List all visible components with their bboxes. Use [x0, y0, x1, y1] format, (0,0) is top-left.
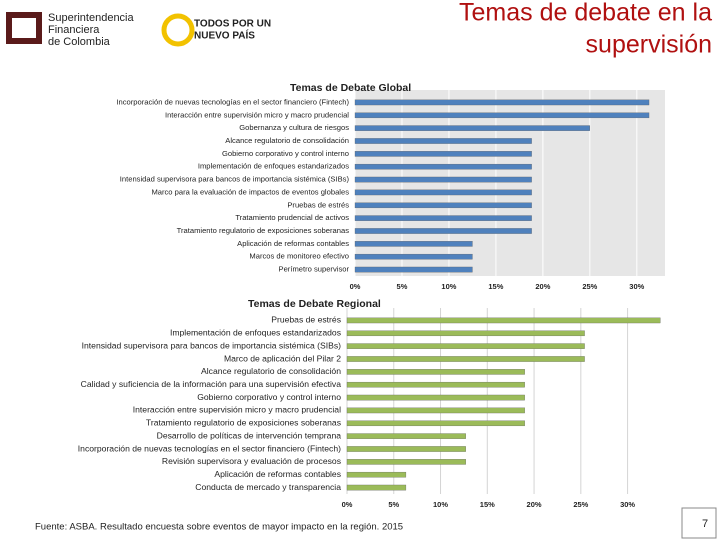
y-tick-label: Gobierno corporativo y control interno	[197, 392, 341, 402]
y-tick-label: Marco de aplicación del Pilar 2	[224, 353, 341, 363]
bar	[346, 394, 525, 401]
logo-text: de Colombia	[48, 36, 111, 48]
y-tick-label: Intensidad supervisora para bancos de im…	[120, 175, 350, 184]
y-tick-label: Pruebas de estrés	[287, 200, 349, 209]
y-tick-label: Interacción entre supervisión micro y ma…	[165, 110, 349, 119]
bar	[346, 471, 407, 478]
page-box	[681, 507, 717, 539]
bar	[354, 228, 532, 234]
y-tick-label: Alcance regulatorio de consolidación	[225, 136, 349, 145]
y-tick-label: Tratamiento regulatorio de exposiciones …	[146, 418, 341, 428]
x-tick-label: 0%	[342, 500, 353, 509]
bar	[354, 138, 532, 144]
page-number: 7	[702, 518, 708, 530]
y-tick-label: Interacción entre supervisión micro y ma…	[133, 405, 341, 415]
y-tick-label: Revisión supervisora y evaluación de pro…	[162, 456, 341, 466]
logo-text: Superintendencia	[48, 12, 135, 24]
y-tick-label: Incorporación de nuevas tecnologías en e…	[78, 443, 341, 453]
x-tick-label: 30%	[620, 500, 635, 509]
slide-title: Temas de debate en la	[459, 0, 712, 27]
x-tick-label: 20%	[535, 282, 550, 291]
logo-mark-inner	[12, 18, 36, 38]
x-tick-label: 10%	[433, 500, 448, 509]
x-tick-label: 25%	[573, 500, 588, 509]
logo-text: NUEVO PAÍS	[194, 29, 255, 42]
x-tick-label: 30%	[629, 282, 644, 291]
y-tick-label: Pruebas de estrés	[271, 315, 341, 325]
y-tick-label: Gobierno corporativo y control interno	[222, 149, 349, 158]
bar	[354, 112, 650, 119]
bar	[354, 202, 532, 209]
bar	[346, 356, 585, 362]
bar	[346, 330, 585, 337]
logo-text: Financiera	[48, 24, 100, 36]
x-tick-label: 20%	[527, 500, 542, 509]
bar	[354, 163, 532, 170]
y-tick-label: Intensidad supervisora para bancos de im…	[82, 340, 342, 350]
bar	[354, 241, 473, 247]
chart-title: Temas de Debate Global	[290, 82, 411, 94]
y-tick-label: Perímetro supervisor	[279, 265, 350, 274]
bar	[346, 407, 525, 414]
bar	[354, 266, 473, 273]
y-tick-label: Alcance regulatorio de consolidación	[201, 366, 341, 376]
x-tick-label: 15%	[480, 500, 495, 509]
bar	[354, 176, 532, 183]
x-tick-label: 25%	[582, 282, 597, 291]
bar	[346, 381, 525, 388]
bar	[346, 369, 525, 375]
x-tick-label: 0%	[350, 282, 361, 291]
y-tick-label: Implementación de enfoques estandarizado…	[198, 162, 349, 171]
y-tick-label: Gobernanza y cultura de riesgos	[239, 123, 349, 132]
x-tick-label: 5%	[397, 282, 408, 291]
logo-text: TODOS POR UN	[194, 19, 271, 30]
x-tick-label: 5%	[388, 500, 399, 509]
y-tick-label: Marco para la evaluación de impactos de …	[151, 187, 349, 196]
logo-icon	[161, 13, 195, 47]
y-tick-label: Conducta de mercado y transparencia	[195, 482, 341, 492]
bar	[346, 484, 407, 491]
bar	[346, 343, 585, 349]
x-tick-label: 10%	[441, 282, 456, 291]
y-tick-label: Tratamiento prudencial de activos	[235, 213, 349, 222]
bar	[346, 420, 525, 427]
bar	[346, 459, 466, 465]
bar	[354, 125, 590, 131]
y-tick-label: Marcos de monitoreo efectivo	[249, 252, 349, 261]
y-tick-label: Desarrollo de políticas de intervención …	[157, 430, 342, 440]
x-tick-label: 15%	[488, 282, 503, 291]
y-tick-label: Aplicación de reformas contables	[214, 469, 341, 479]
bar	[354, 215, 532, 221]
chart-title: Temas de Debate Regional	[248, 298, 381, 310]
y-tick-label: Incorporación de nuevas tecnologías en e…	[116, 97, 349, 106]
y-tick-label: Implementación de enfoques estandarizado…	[170, 328, 341, 338]
y-tick-label: Calidad y suficiencia de la información …	[81, 379, 342, 389]
y-tick-label: Tratamiento regulatorio de exposiciones …	[177, 226, 350, 235]
slide-title: supervisión	[586, 31, 712, 59]
bar	[354, 99, 650, 106]
bar	[354, 253, 473, 260]
bar	[354, 151, 532, 157]
y-tick-label: Aplicación de reformas contables	[237, 239, 349, 248]
source-note: Fuente: ASBA. Resultado encuesta sobre e…	[35, 522, 403, 533]
bar	[346, 446, 466, 452]
bar	[346, 317, 661, 324]
bar	[354, 189, 532, 196]
bar	[346, 433, 466, 439]
